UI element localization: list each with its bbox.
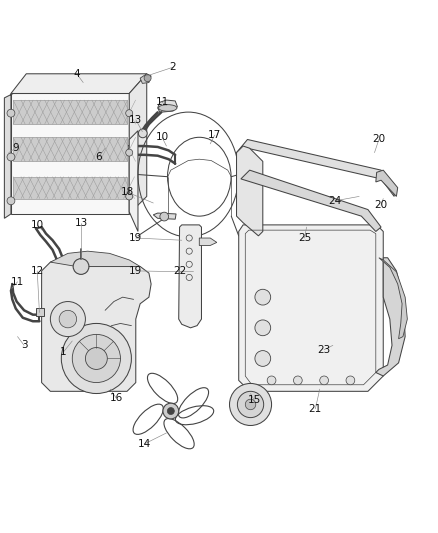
Circle shape [126,193,133,200]
Text: 13: 13 [74,217,88,228]
Text: 22: 22 [173,266,186,276]
Circle shape [85,348,107,369]
Polygon shape [50,251,140,266]
Text: 6: 6 [95,152,102,162]
Text: 21: 21 [309,404,322,414]
Bar [13,177,127,199]
Polygon shape [376,258,405,376]
Polygon shape [158,100,177,112]
Circle shape [126,149,133,156]
Text: 18: 18 [120,187,134,197]
Text: 19: 19 [129,233,142,243]
Text: 2: 2 [170,62,177,72]
Text: 10: 10 [31,220,44,230]
Circle shape [73,259,89,274]
Bar [13,138,127,161]
Polygon shape [241,170,381,231]
Circle shape [72,334,120,383]
Polygon shape [199,238,217,246]
Polygon shape [11,93,129,214]
Text: 23: 23 [318,345,331,355]
Text: 4: 4 [73,69,80,79]
Text: 3: 3 [21,341,28,350]
Polygon shape [376,170,398,197]
Polygon shape [140,74,151,84]
Text: 16: 16 [110,393,123,403]
Circle shape [320,376,328,385]
Polygon shape [237,146,263,236]
Polygon shape [11,74,147,93]
Text: 20: 20 [374,200,388,210]
Ellipse shape [159,104,177,111]
Text: 11: 11 [155,97,169,107]
Circle shape [7,197,15,205]
Text: 1: 1 [60,347,67,357]
Circle shape [126,110,133,117]
Circle shape [163,403,179,419]
Circle shape [167,408,174,415]
Circle shape [237,391,264,418]
Text: 13: 13 [129,115,142,125]
Text: 24: 24 [328,196,342,206]
Polygon shape [153,213,176,219]
Circle shape [346,376,355,385]
Polygon shape [237,140,394,197]
Circle shape [245,399,256,410]
Circle shape [7,153,15,161]
Polygon shape [379,258,407,339]
Circle shape [230,383,272,425]
Circle shape [267,376,276,385]
Text: 17: 17 [208,130,221,140]
Bar [36,308,44,316]
Text: 14: 14 [138,439,151,449]
Circle shape [255,351,271,366]
Circle shape [61,324,131,393]
Polygon shape [179,225,201,328]
Circle shape [144,75,151,82]
Polygon shape [129,74,147,214]
Circle shape [59,310,77,328]
Text: 25: 25 [298,233,311,243]
Text: 11: 11 [11,277,24,287]
Polygon shape [4,93,13,219]
Text: 15: 15 [247,395,261,405]
Circle shape [293,376,302,385]
Circle shape [255,320,271,336]
Circle shape [255,289,271,305]
Circle shape [50,302,85,336]
Text: 12: 12 [31,266,44,276]
Polygon shape [129,131,138,231]
Circle shape [160,212,169,221]
Polygon shape [239,225,383,391]
Circle shape [7,109,15,117]
Bar [13,100,127,124]
Text: 20: 20 [372,134,385,144]
Text: 10: 10 [155,132,169,142]
Circle shape [138,129,147,138]
Text: 9: 9 [12,143,19,154]
Polygon shape [42,260,151,391]
Text: 19: 19 [129,266,142,276]
